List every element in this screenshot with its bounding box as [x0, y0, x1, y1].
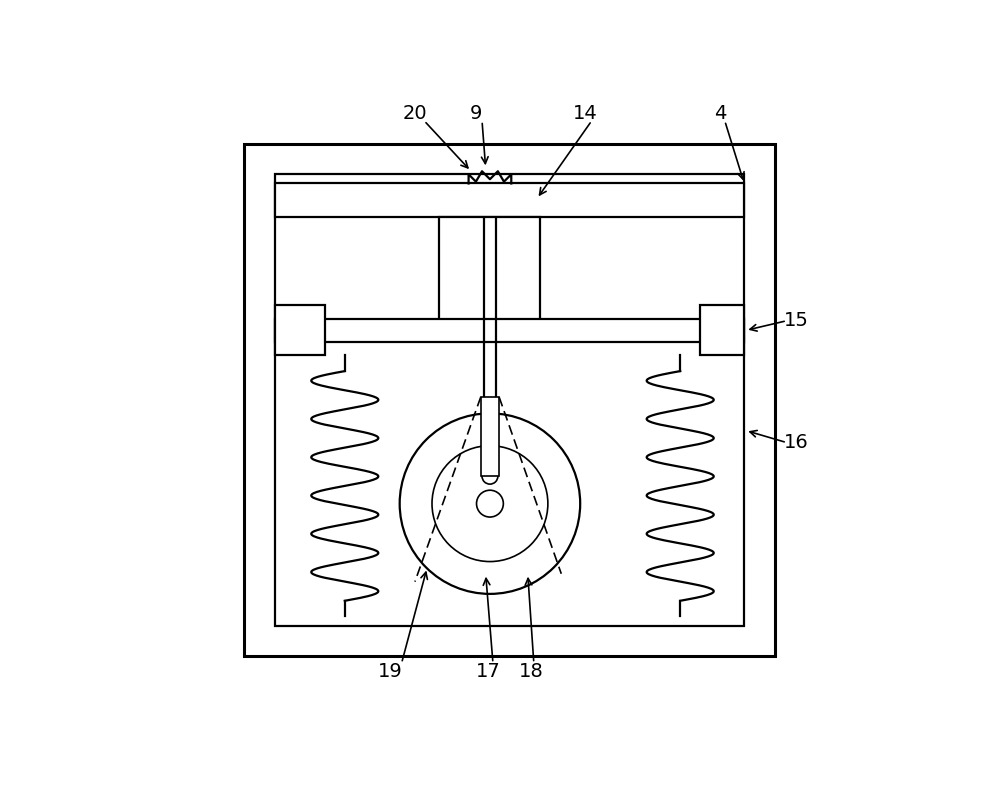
Bar: [700, 306, 744, 356]
Text: 15: 15: [784, 311, 809, 330]
Bar: [481, 397, 499, 476]
Text: 4: 4: [714, 104, 726, 123]
Text: 20: 20: [403, 104, 427, 123]
Bar: [275, 174, 744, 626]
Text: 19: 19: [378, 662, 403, 681]
Bar: [275, 184, 744, 217]
Text: 9: 9: [470, 104, 482, 123]
Text: 17: 17: [476, 662, 500, 681]
Text: 14: 14: [573, 104, 598, 123]
Bar: [439, 217, 540, 327]
Bar: [275, 319, 744, 342]
Bar: [275, 306, 325, 356]
Text: 18: 18: [518, 662, 543, 681]
Text: 16: 16: [784, 433, 808, 452]
Bar: [244, 144, 775, 656]
